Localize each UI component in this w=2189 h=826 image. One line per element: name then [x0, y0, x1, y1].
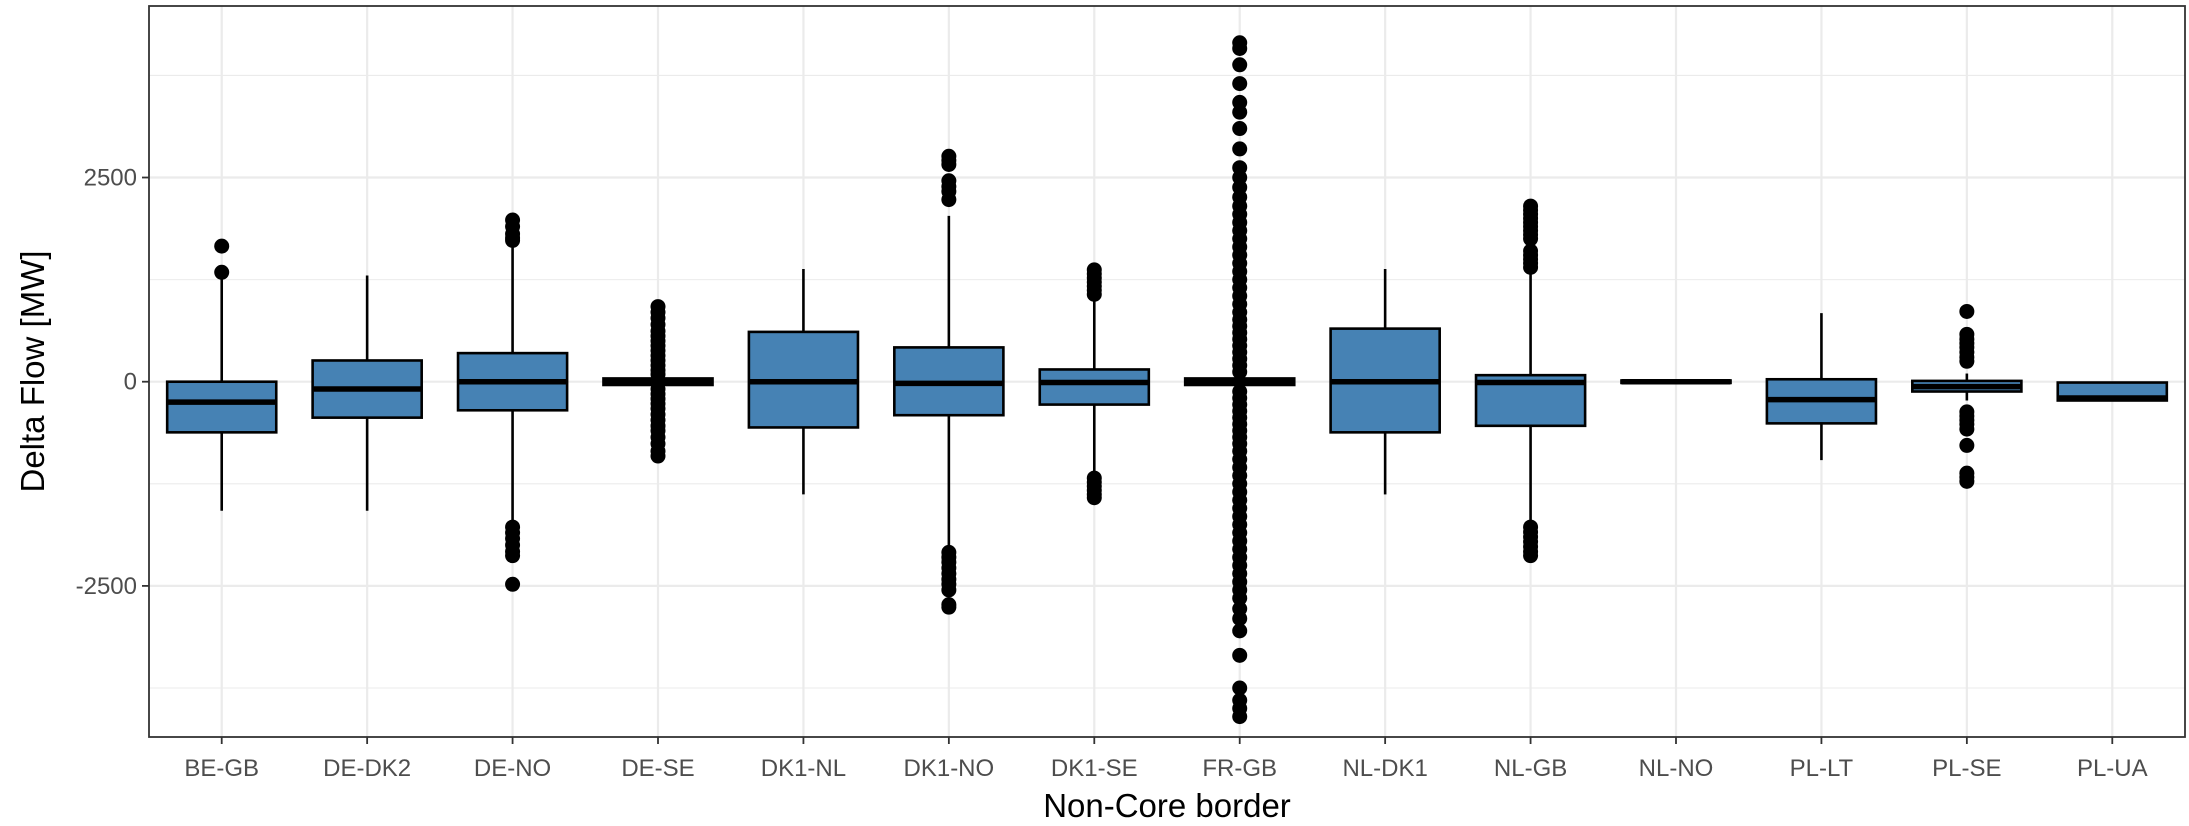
outlier-point — [941, 582, 957, 598]
x-tick-label: PL-SE — [1932, 755, 2001, 782]
x-tick-label: NL-NO — [1639, 755, 1714, 782]
outlier-point — [1086, 286, 1102, 302]
x-tick-label: DK1-SE — [1051, 755, 1138, 782]
y-axis: -2500 0 2500 — [76, 165, 149, 600]
outlier-point — [1232, 40, 1248, 56]
x-tick-label: PL-UA — [2077, 755, 2148, 782]
outlier-point — [1523, 231, 1539, 247]
box-body — [1038, 368, 1151, 406]
x-tick-label: DE-DK2 — [323, 755, 411, 782]
x-tick-label: NL-GB — [1494, 755, 1567, 782]
outlier-point — [214, 264, 230, 280]
outlier-point — [1959, 303, 1975, 319]
outlier-point — [1232, 141, 1248, 157]
box-nl-dk1 — [1329, 268, 1441, 495]
box-dk1-se — [1038, 262, 1151, 506]
outlier-point — [650, 448, 666, 464]
box-series — [165, 35, 2169, 725]
y-tick-label: -2500 — [76, 573, 137, 600]
box-dk1-no — [893, 148, 1005, 615]
x-tick-label: DE-SE — [621, 755, 694, 782]
x-axis-title: Non-Core border — [1043, 787, 1291, 824]
outlier-point — [941, 156, 957, 172]
outlier-point — [941, 192, 957, 208]
box-nl-gb — [1474, 198, 1587, 564]
outlier-point — [1232, 680, 1248, 696]
outlier-point — [1959, 473, 1975, 489]
outlier-point — [1232, 611, 1248, 627]
box-de-se — [602, 299, 714, 464]
x-tick-label: NL-DK1 — [1342, 755, 1427, 782]
box-de-no — [456, 212, 569, 592]
x-axis: BE-GB DE-DK2 DE-NO DE-SE DK1-NL DK1-NO DK1-SE F… — [184, 737, 2148, 782]
outlier-point — [505, 548, 521, 564]
outlier-point — [1959, 437, 1975, 453]
outlier-point — [1232, 121, 1248, 137]
outlier-point — [1959, 421, 1975, 437]
outlier-point — [1232, 647, 1248, 663]
y-axis-title: Delta Flow [MW] — [14, 250, 51, 492]
x-tick-label: BE-GB — [184, 755, 259, 782]
x-tick-label: DK1-NO — [904, 755, 995, 782]
outlier-point — [941, 599, 957, 615]
outlier-point — [1232, 623, 1248, 639]
outlier-point — [1232, 57, 1248, 73]
outlier-point — [1959, 353, 1975, 369]
outlier-point — [1232, 709, 1248, 725]
panel-border — [148, 5, 2186, 738]
outlier-point — [214, 238, 230, 254]
x-tick-label: DE-NO — [474, 755, 551, 782]
x-tick-label: FR-GB — [1202, 755, 1277, 782]
outlier-point — [650, 366, 666, 382]
outlier-point — [1232, 76, 1248, 92]
outlier-point — [505, 576, 521, 592]
x-tick-label: PL-LT — [1790, 755, 1854, 782]
outlier-point — [1523, 548, 1539, 564]
outlier-point — [1232, 364, 1248, 380]
box-body — [165, 380, 278, 434]
y-tick-label: 0 — [124, 369, 137, 396]
box-pl-lt — [1765, 313, 1878, 461]
y-tick-label: 2500 — [84, 165, 137, 192]
outlier-point — [1232, 590, 1248, 606]
box-pl-ua — [2056, 381, 2169, 402]
box-pl-se — [1911, 303, 2023, 489]
box-fr-gb — [1183, 35, 1296, 725]
outlier-point — [505, 232, 521, 248]
x-tick-label: DK1-NL — [761, 755, 846, 782]
box-be-gb — [165, 238, 278, 511]
outlier-point — [1523, 259, 1539, 275]
outlier-point — [1232, 104, 1248, 120]
box-nl-no — [1620, 378, 1732, 385]
box-dk1-nl — [747, 268, 860, 495]
box-de-dk2 — [311, 275, 423, 511]
outlier-point — [1086, 490, 1102, 506]
